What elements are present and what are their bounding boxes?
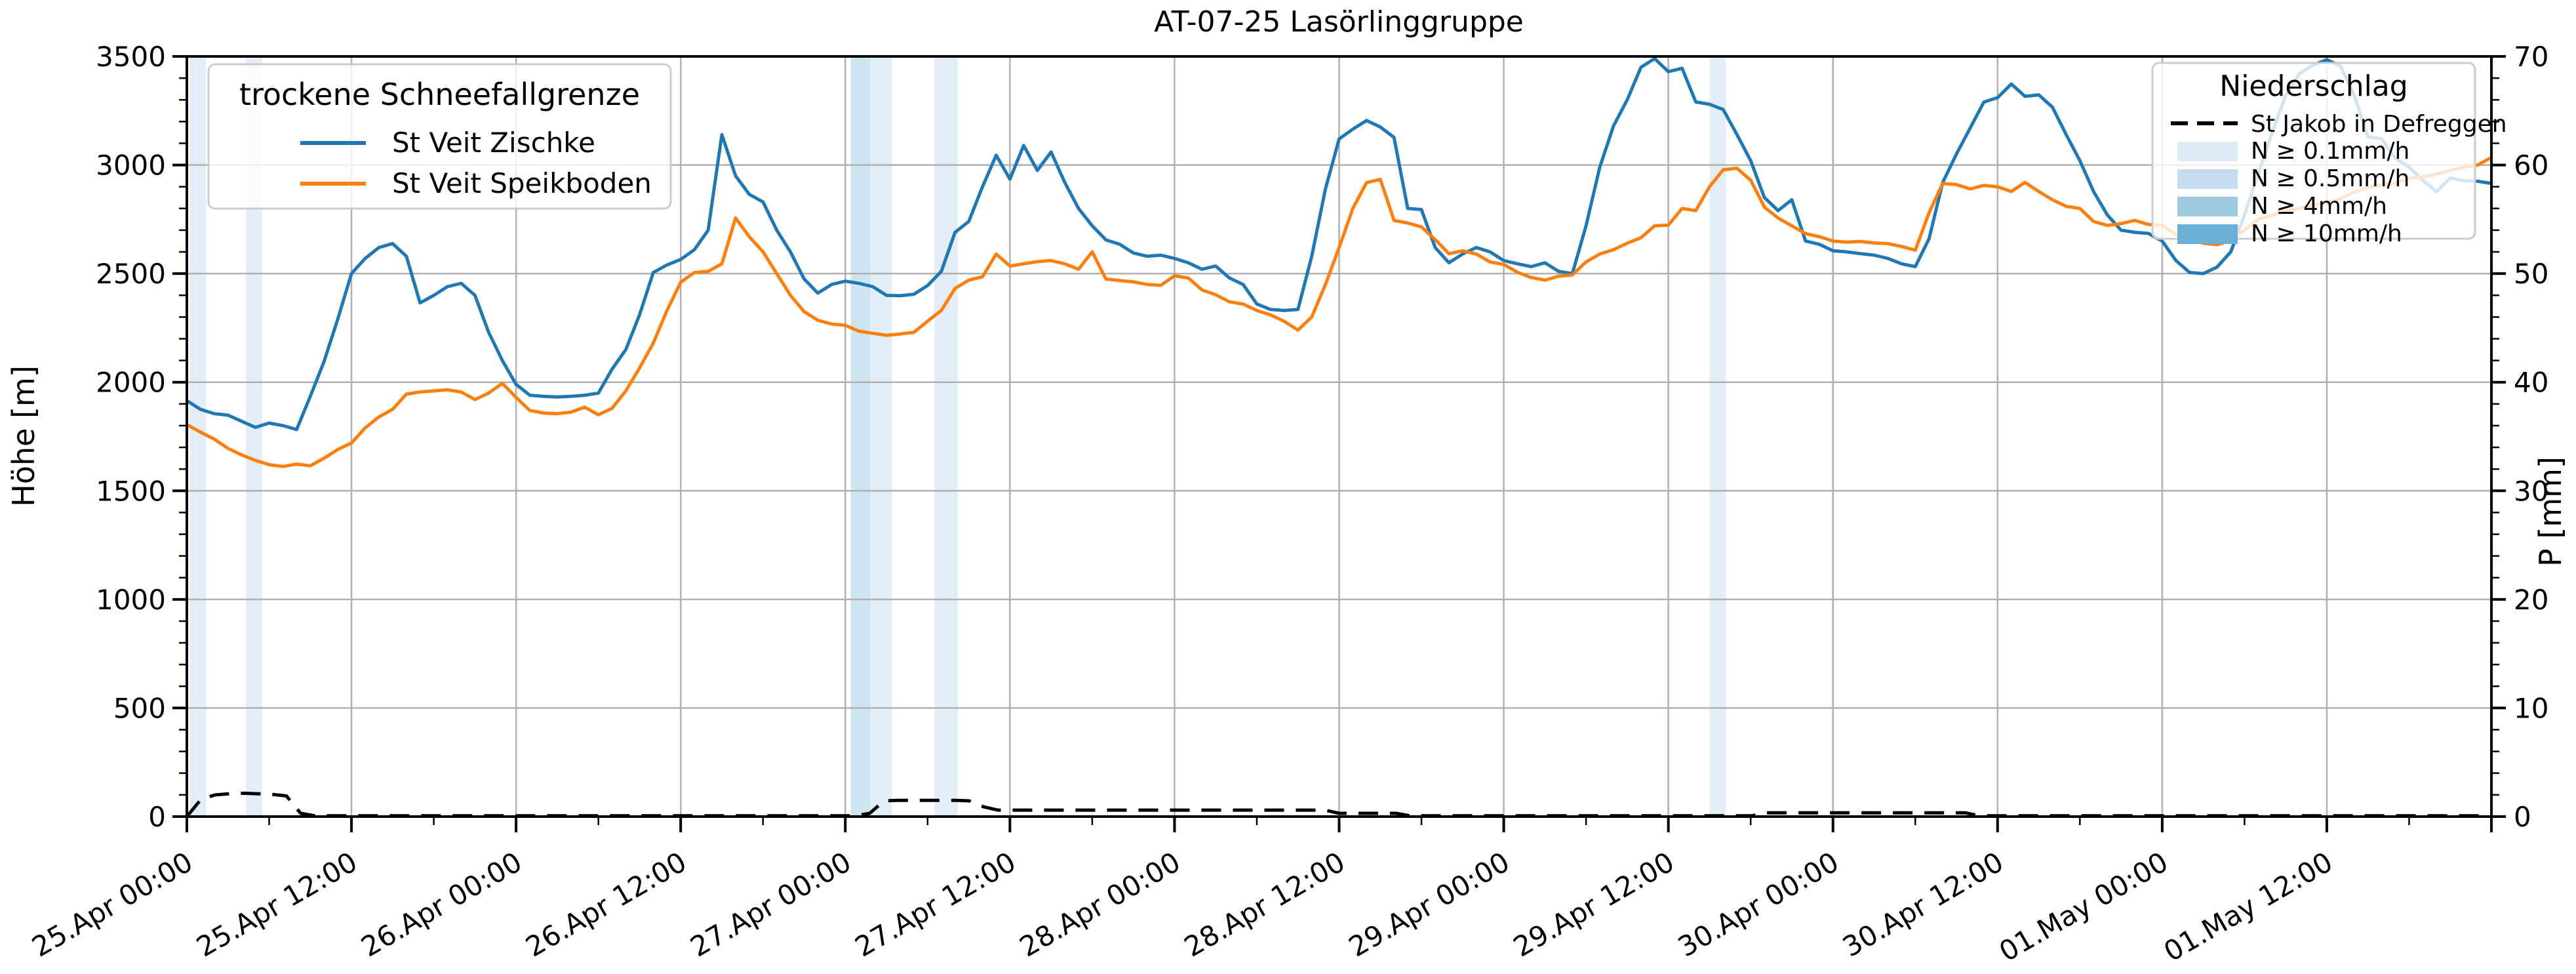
axis-ticks: [172, 55, 2506, 832]
x-tick-label: 25.Apr 00:00: [26, 845, 198, 963]
x-tick-label: 26.Apr 00:00: [355, 845, 527, 963]
y-left-tick-label: 1000: [96, 584, 166, 616]
legend-niederschlag-box: [2151, 62, 2476, 240]
x-tick-label: 01.May 00:00: [1994, 845, 2173, 967]
y-right-tick-label: 30: [2514, 475, 2548, 507]
legend-patch-swatch: [2177, 224, 2238, 244]
y-left-tick-label: 2500: [96, 258, 166, 290]
precip-band: [850, 56, 870, 817]
y-right-tick-label: 60: [2514, 150, 2548, 182]
legend-patch-swatch: [2177, 197, 2238, 216]
y-right-tick-label: 40: [2514, 367, 2548, 399]
y-left-tick-label: 1500: [96, 475, 166, 507]
x-tick-label: 28.Apr 12:00: [1179, 845, 1351, 963]
y-left-tick-label: 3000: [96, 150, 166, 182]
legend-item-label: St Veit Speikboden: [392, 167, 652, 199]
legend-item-label: N ≥ 10mm/h: [2251, 220, 2402, 247]
y-right-tick-label: 0: [2514, 801, 2531, 833]
x-tick-label: 27.Apr 12:00: [850, 845, 1021, 963]
y-left-tick-label: 2000: [96, 367, 166, 399]
legend-item-label: N ≥ 4mm/h: [2251, 193, 2387, 220]
chart-title: AT-07-25 Lasörlinggruppe: [1154, 5, 1524, 39]
x-tick-label: 29.Apr 12:00: [1508, 845, 1680, 963]
legend-schneefallgrenze-box: [207, 63, 672, 210]
y-axis-label-left: Höhe [m]: [6, 365, 41, 507]
x-tick-label: 30.Apr 12:00: [1837, 845, 2009, 963]
legend-schneefallgrenze-title: trockene Schneefallgrenze: [239, 77, 640, 112]
precip-band: [869, 56, 892, 817]
legend-patch-swatch: [2177, 169, 2238, 189]
y-left-tick-label: 500: [113, 692, 166, 724]
y-left-tick-label: 0: [148, 801, 166, 833]
series-st-veit-speikboden: [187, 155, 2491, 468]
x-tick-label: 28.Apr 00:00: [1014, 845, 1186, 963]
precip-band: [189, 56, 207, 817]
precip-band: [934, 56, 958, 817]
x-tick-label: 26.Apr 12:00: [521, 845, 692, 963]
series-st-jakob-in-defreggen: [187, 791, 2491, 817]
legend-niederschlag-title: Niederschlag: [2219, 70, 2408, 103]
x-tick-label: 29.Apr 00:00: [1343, 845, 1515, 963]
legend-item-label: St Jakob in Defreggen: [2251, 111, 2507, 138]
series-st-veit-zischke: [187, 56, 2491, 432]
data-series: [187, 56, 2491, 817]
y-right-tick-label: 50: [2514, 258, 2548, 290]
legend-item-label: N ≥ 0.1mm/h: [2251, 138, 2409, 165]
x-tick-label: 01.May 12:00: [2158, 845, 2338, 967]
y-right-tick-label: 20: [2514, 584, 2548, 616]
y-axis-label-right: P [mm]: [2533, 457, 2568, 567]
y-right-tick-label: 70: [2514, 41, 2548, 73]
y-left-tick-label: 3500: [96, 41, 166, 73]
x-tick-label: 27.Apr 00:00: [685, 845, 857, 963]
legend-patch-swatch: [2177, 142, 2238, 161]
legend-item-label: N ≥ 0.5mm/h: [2251, 165, 2409, 192]
y-right-tick-label: 10: [2514, 692, 2548, 724]
legends: trockene Schneefallgrenze St Veit Zischke…: [207, 62, 2507, 247]
legend-item-label: St Veit Zischke: [392, 127, 595, 159]
x-tick-label: 25.Apr 12:00: [191, 845, 363, 963]
x-tick-label: 30.Apr 00:00: [1673, 845, 1844, 963]
